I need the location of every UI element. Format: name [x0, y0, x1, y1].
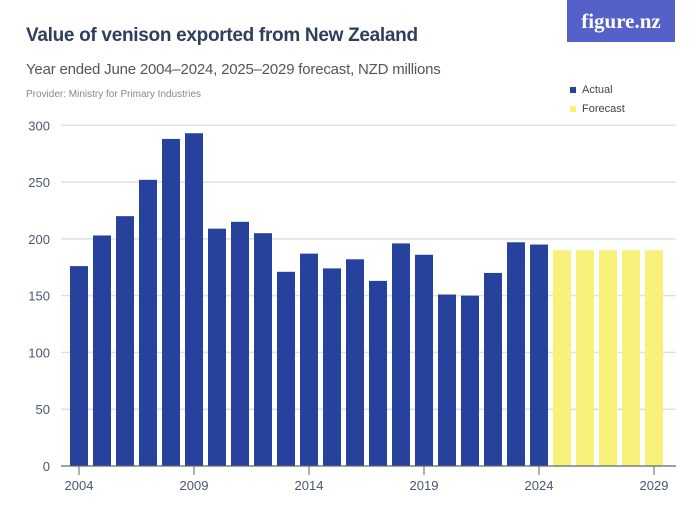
figure-nz-logo[interactable]: figure.nz — [567, 0, 675, 42]
x-tick-label: 2004 — [65, 478, 94, 493]
bar-actual-2019 — [415, 254, 433, 466]
bar-forecast-2028 — [622, 250, 640, 466]
bar-actual-2011 — [231, 221, 249, 466]
bar-actual-2015 — [323, 268, 341, 466]
y-tick-label: 250 — [28, 175, 50, 190]
bar-actual-2008 — [162, 138, 180, 467]
bar-actual-2016 — [346, 259, 364, 466]
x-tick-label: 2024 — [525, 478, 554, 493]
bar-actual-2013 — [277, 271, 295, 466]
y-tick-label: 100 — [28, 345, 50, 360]
x-tick-label: 2029 — [640, 478, 669, 493]
bar-actual-2005 — [93, 235, 111, 466]
bar-actual-2014 — [300, 253, 318, 466]
provider-note: Provider: Ministry for Primary Industrie… — [26, 89, 202, 100]
y-tick-label: 150 — [28, 289, 50, 304]
y-tick-label: 0 — [43, 459, 50, 474]
legend-item-actual: Actual — [570, 80, 625, 99]
x-tick-label: 2009 — [180, 478, 209, 493]
bar-actual-2021 — [461, 295, 479, 466]
bar-actual-2020 — [438, 294, 456, 466]
bar-actual-2024 — [530, 244, 548, 466]
bar-actual-2017 — [369, 280, 387, 466]
x-tick-label: 2019 — [410, 478, 439, 493]
bar-actual-2010 — [208, 228, 226, 466]
bar-actual-2009 — [185, 133, 203, 466]
bar-actual-2018 — [392, 243, 410, 466]
bar-forecast-2027 — [599, 250, 617, 466]
bar-forecast-2025 — [553, 250, 571, 466]
y-tick-label: 50 — [36, 402, 50, 417]
legend-swatch-forecast — [570, 105, 576, 112]
chart-title: Value of venison exported from New Zeala… — [26, 25, 418, 46]
x-tick-label: 2014 — [295, 478, 324, 493]
y-tick-label: 200 — [28, 232, 50, 247]
chart-subtitle: Year ended June 2004–2024, 2025–2029 for… — [26, 61, 441, 78]
legend-label: Forecast — [582, 102, 625, 115]
legend-swatch-actual — [570, 86, 576, 93]
legend: Actual Forecast — [570, 80, 625, 118]
bar-actual-2007 — [139, 179, 157, 466]
y-tick-label: 300 — [28, 118, 50, 133]
bar-forecast-2029 — [645, 250, 663, 466]
logo-text: figure.nz — [581, 8, 661, 33]
bar-actual-2022 — [484, 272, 502, 466]
bar-actual-2004 — [70, 266, 88, 466]
legend-item-forecast: Forecast — [570, 99, 625, 118]
bar-actual-2006 — [116, 216, 134, 466]
bar-actual-2012 — [254, 233, 272, 466]
bar-forecast-2026 — [576, 250, 594, 466]
bar-actual-2023 — [507, 242, 525, 466]
legend-label: Actual — [582, 83, 613, 96]
